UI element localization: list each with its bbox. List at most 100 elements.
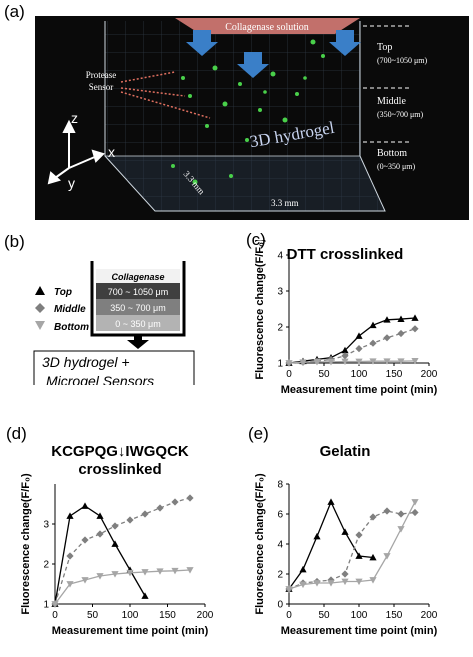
legend-bottom-label: Bottom	[54, 322, 89, 333]
data-point-middle	[66, 552, 74, 560]
layer-bottom-label: 0 ~ 350 μm	[115, 319, 160, 329]
data-point-middle	[369, 513, 377, 521]
y-tick-label: 1	[43, 600, 49, 611]
zone-top-name: Top	[377, 42, 392, 53]
panel-label-c: (c)	[246, 230, 266, 249]
data-point-top	[341, 346, 349, 354]
data-point-bottom	[51, 601, 59, 608]
panel-label-a: (a)	[4, 2, 25, 21]
data-point-top	[327, 498, 335, 505]
zone-bottom-range: (0~350 μm)	[377, 162, 416, 171]
series-line-middle	[288, 510, 416, 590]
y-tick-label: 2	[277, 570, 283, 581]
axis-y-label: y	[68, 175, 75, 191]
data-point-bottom	[313, 359, 321, 366]
panel-label-b: (b)	[4, 232, 25, 251]
chart-title: Gelatin	[320, 443, 371, 460]
layer-top	[96, 283, 180, 299]
series-line-bottom	[288, 501, 416, 590]
result-line2: Microgel Sensors	[46, 373, 154, 385]
data-point-top	[355, 552, 363, 559]
data-point-bottom	[411, 499, 419, 506]
x-axis-label: Measurement time point (min)	[281, 625, 438, 637]
series-line-top	[288, 317, 416, 364]
y-tick-label: 4	[277, 540, 283, 551]
layer-collagenase	[96, 269, 180, 283]
y-axis-label: Fluorescence change(F/F₀)	[20, 473, 32, 615]
y-tick-label: 2	[277, 323, 283, 334]
cube-frame	[104, 21, 386, 212]
data-point-bottom	[126, 569, 134, 577]
y-tick-label: 6	[277, 510, 283, 521]
arrow-down-icon	[329, 30, 361, 56]
y-tick-label: 2	[43, 560, 49, 571]
y-tick-label: 3	[277, 287, 283, 298]
data-point-bottom	[299, 581, 307, 589]
legend: Top Middle Bottom	[35, 286, 89, 333]
data-point-bottom	[327, 580, 335, 587]
data-point-bottom	[141, 569, 149, 576]
data-point-middle	[111, 522, 119, 530]
data-point-top	[141, 592, 149, 599]
result-line1: 3D hydrogel +	[42, 354, 130, 370]
data-point-bottom	[355, 578, 363, 586]
protease-label-line1: Protease	[86, 70, 117, 80]
x-tick-label: 200	[421, 369, 438, 380]
chart-e-gelatin: Gelatin 0 2 4 6 8 0 50 100 150 200 Measurement time…	[254, 443, 438, 637]
data-point-bottom	[397, 526, 405, 533]
x-tick-label: 50	[318, 610, 330, 621]
schematic-b: Top Middle Bottom Collagenase 700 ~ 1050…	[33, 261, 195, 385]
x-tick-label: 150	[159, 610, 176, 621]
x-tick-label: 200	[421, 610, 438, 621]
legend-bottom-marker	[35, 321, 45, 330]
data-point-bottom	[341, 358, 349, 366]
chart-title: KCGPQG↓IWGQCK	[51, 443, 189, 460]
data-point-middle	[355, 531, 363, 539]
data-point-middle	[96, 530, 104, 538]
layer-bottom	[96, 315, 180, 331]
hydrogel-3d-svg: Collagenase solution Protease Sensor 3D …	[47, 18, 428, 212]
data-point-top	[397, 315, 405, 322]
data-point-bottom	[397, 358, 405, 365]
data-point-bottom	[156, 568, 164, 575]
data-point-top	[66, 512, 74, 519]
layer-collagenase-label: Collagenase	[111, 272, 164, 282]
data-point-top	[111, 540, 119, 547]
data-point-bottom	[383, 553, 391, 560]
arrow-down-icon	[186, 30, 218, 56]
y-tick-label: 1	[277, 359, 283, 370]
y-tick-label: 3	[43, 520, 49, 531]
y-tick-label: 8	[277, 480, 283, 491]
series-line-bottom	[288, 360, 416, 364]
zone-dividers	[363, 25, 410, 143]
data-point-middle	[126, 516, 134, 524]
data-point-bottom	[285, 586, 293, 593]
diffusion-arrows	[186, 30, 361, 78]
x-axis-label: Measurement time point (min)	[281, 384, 438, 396]
layer-middle-label: 350 ~ 700 μm	[110, 303, 165, 313]
protease-label-line2: Sensor	[89, 82, 114, 92]
x-tick-label: 150	[386, 369, 403, 380]
data-point-top	[313, 532, 321, 540]
data-point-bottom	[341, 578, 349, 586]
chart-title: DTT crosslinked	[287, 246, 404, 263]
back-wall-grid	[105, 21, 360, 156]
data-point-top	[81, 502, 89, 509]
zone-middle-range: (350~700 μm)	[377, 110, 424, 119]
sensor-dots	[171, 39, 325, 185]
x-tick-label: 0	[286, 610, 292, 621]
data-point-bottom	[355, 358, 363, 366]
legend-top-label: Top	[54, 287, 72, 298]
collagenase-label: Collagenase solution	[225, 22, 309, 33]
data-point-middle	[81, 536, 89, 544]
data-point-middle	[411, 325, 419, 333]
series-line-middle	[288, 328, 416, 364]
data-point-bottom	[327, 359, 335, 366]
data-point-bottom	[299, 359, 307, 366]
result-box	[33, 350, 195, 385]
x-tick-label: 50	[318, 369, 330, 380]
data-point-top	[383, 316, 391, 323]
chart-c-dtt: DTT crosslinked 1 2 3 4 0 50 100 150 200 Measureme…	[254, 240, 438, 396]
y-tick-label: 0	[277, 600, 283, 611]
data-point-bottom	[383, 358, 391, 365]
